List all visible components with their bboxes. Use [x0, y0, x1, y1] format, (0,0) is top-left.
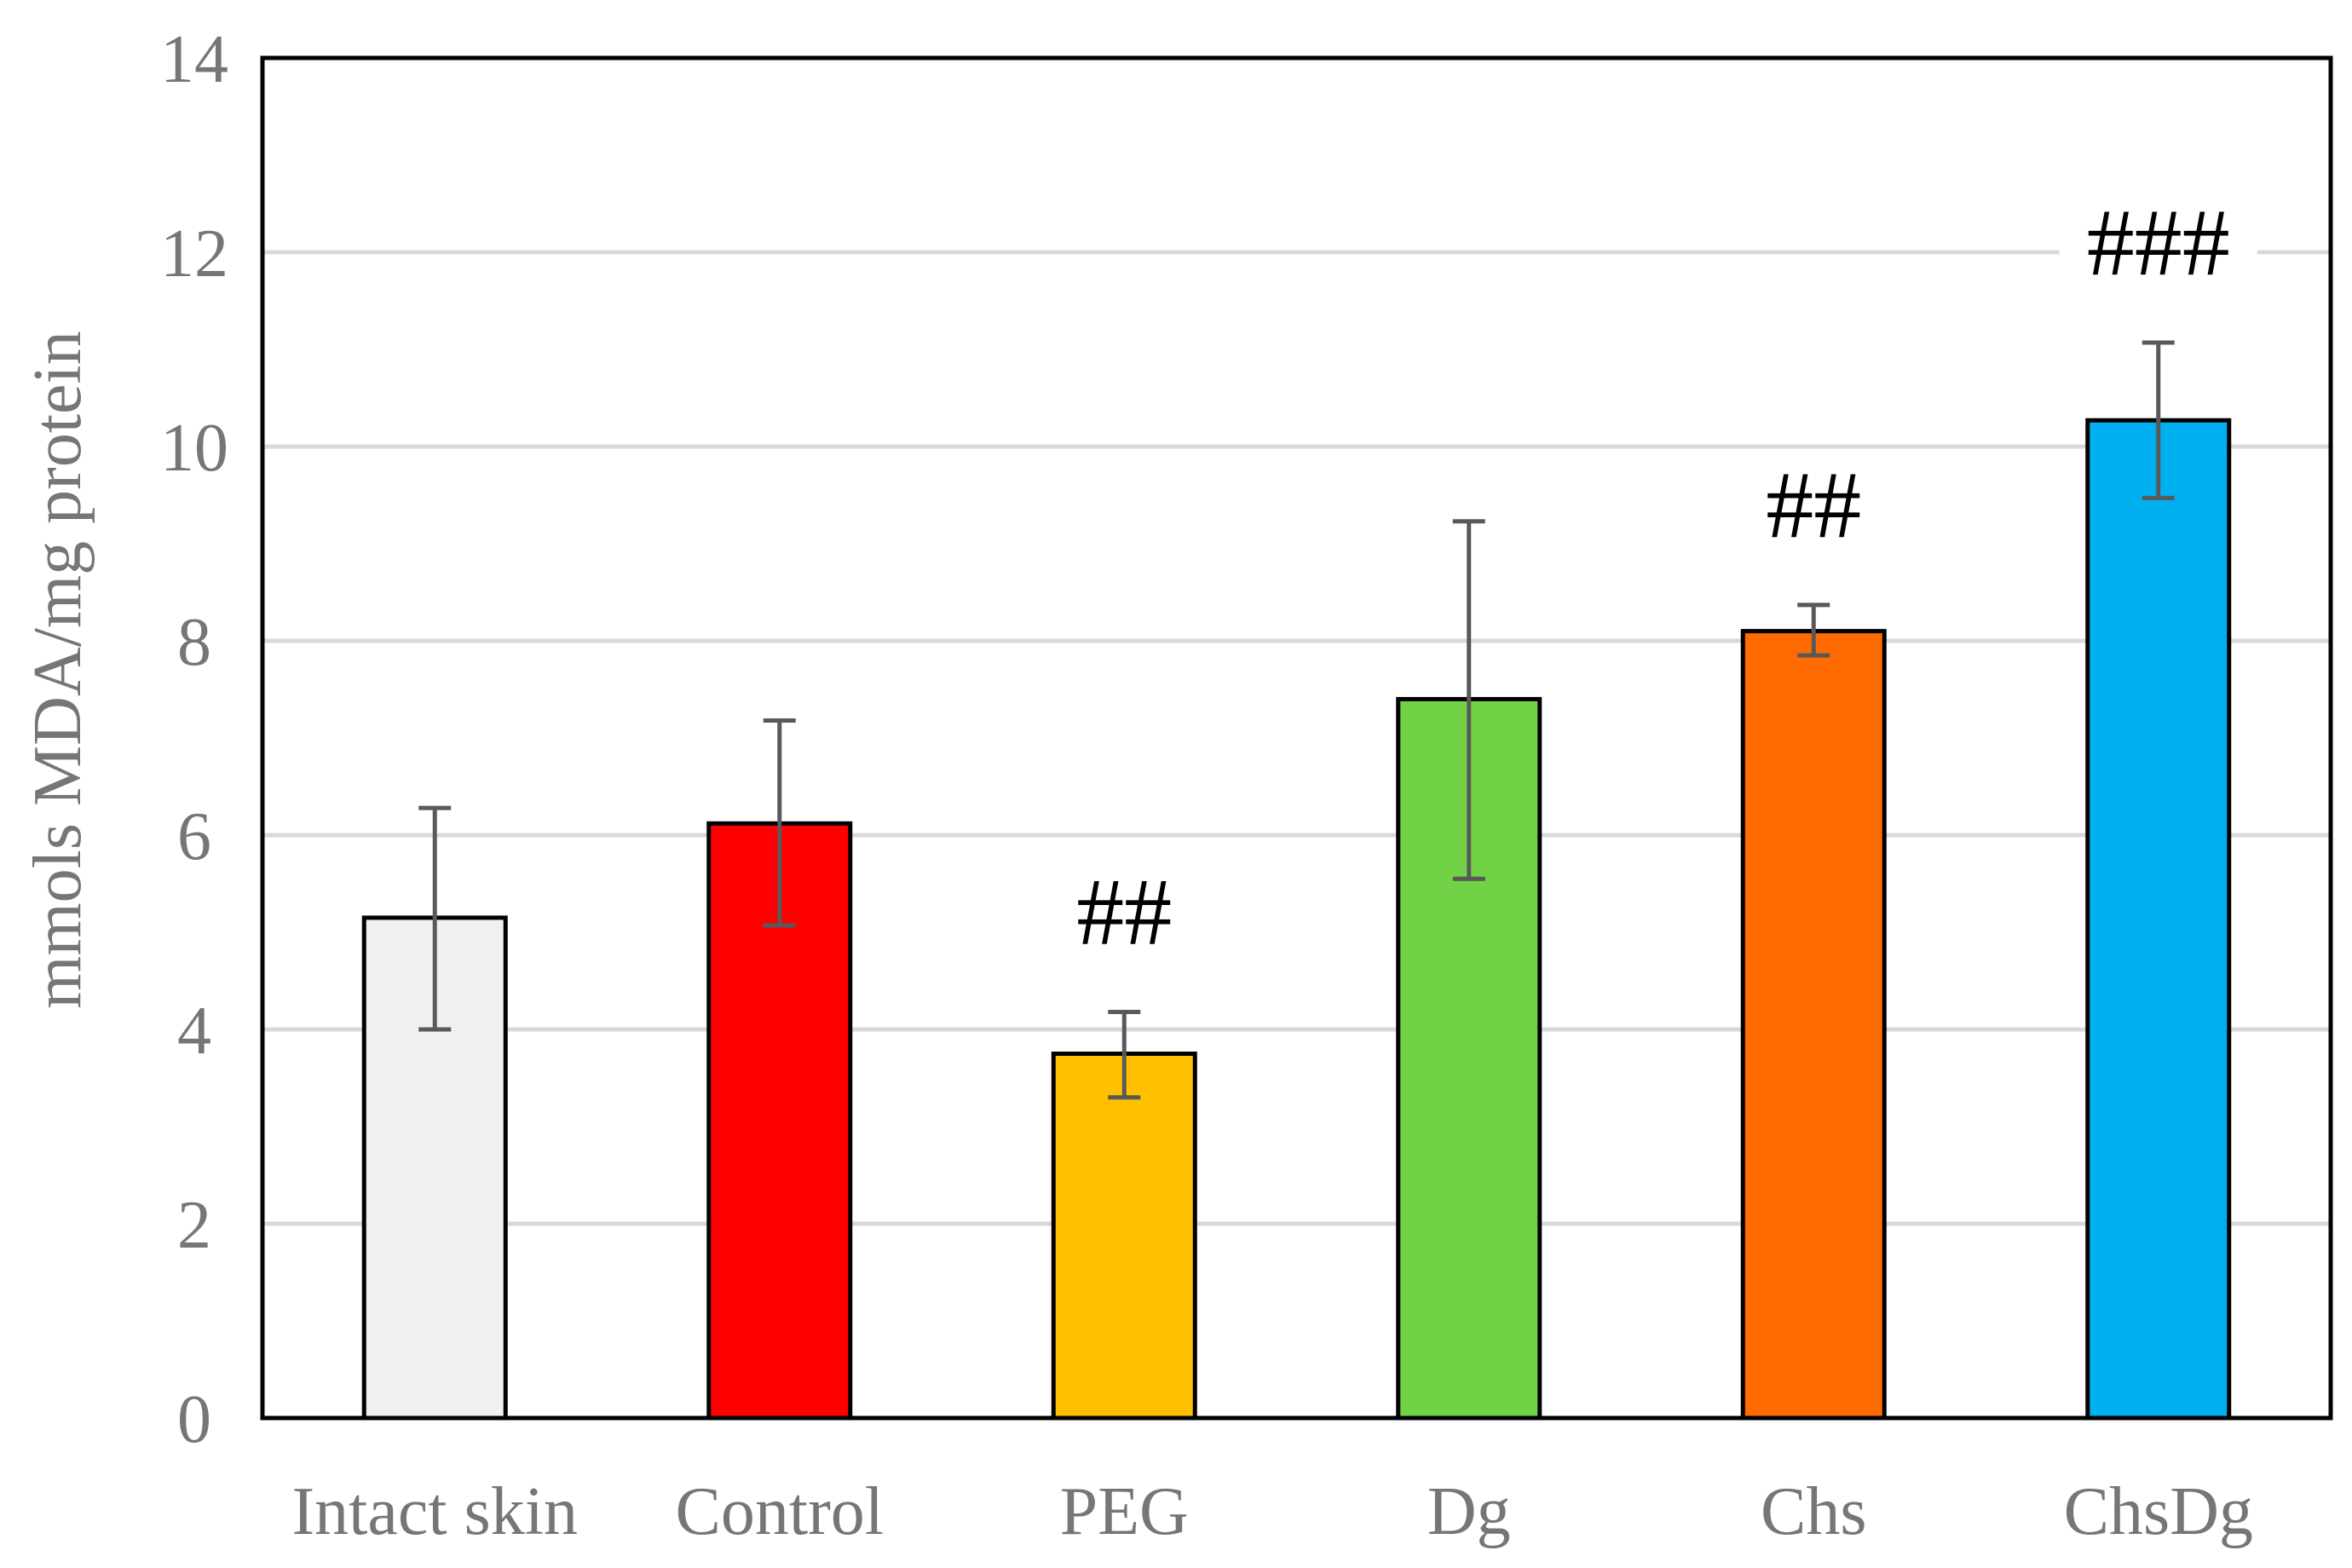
y-tick-label: 0 [177, 1382, 211, 1457]
bar [1740, 629, 1887, 1421]
plot-frame [260, 55, 2333, 1421]
bars [361, 418, 2232, 1421]
y-tick-label: 6 [177, 799, 211, 874]
x-tick-label: Control [676, 1474, 884, 1549]
annotation-background [1742, 451, 1886, 554]
x-axis-ticks: Intact skin Control PEG Dg Chs ChsDg [292, 1474, 2253, 1549]
significance-annotation: ## [1766, 453, 1861, 558]
y-axis-ticks: 0 2 4 6 8 10 12 14 [160, 22, 228, 1457]
significance-annotations: ####### [1052, 189, 2257, 965]
y-tick-label: 14 [160, 22, 228, 97]
error-bars [418, 340, 2175, 1100]
bar [1051, 1052, 1197, 1421]
y-tick-label: 10 [160, 411, 228, 486]
gridlines [262, 250, 2331, 1226]
y-tick-label: 2 [177, 1188, 211, 1263]
x-tick-label: ChsDg [2064, 1474, 2253, 1549]
annotation-background [1052, 858, 1196, 961]
significance-annotation: ## [1076, 859, 1172, 965]
bar [2085, 418, 2232, 1421]
x-tick-label: Dg [1427, 1474, 1511, 1549]
significance-annotation: ### [2087, 190, 2230, 296]
annotation-background [2059, 189, 2257, 292]
y-tick-label: 12 [160, 216, 228, 291]
y-tick-label: 8 [177, 605, 211, 680]
x-tick-label: Chs [1761, 1474, 1867, 1549]
x-tick-label: PEG [1060, 1474, 1189, 1549]
y-axis-title: mmols MDA/mg protein [20, 331, 95, 1009]
x-tick-label: Intact skin [292, 1474, 578, 1549]
y-tick-label: 4 [177, 994, 211, 1069]
